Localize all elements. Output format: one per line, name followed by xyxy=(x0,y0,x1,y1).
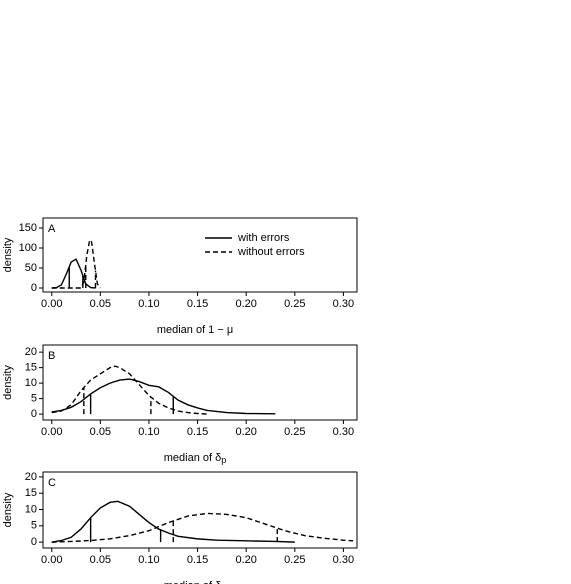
x-tick-label: 0.30 xyxy=(333,554,354,566)
x-axis-label: median of 1 − μ xyxy=(157,324,233,336)
x-label-sub: p xyxy=(221,455,226,465)
y-axis-label: density xyxy=(2,237,14,272)
x-axis-label: median of δd xyxy=(164,580,227,584)
y-tick-label: 5 xyxy=(31,393,37,405)
x-tick-label: 0.15 xyxy=(187,426,208,438)
y-tick-label: 5 xyxy=(31,520,37,532)
density-curve xyxy=(51,512,354,543)
density-curve xyxy=(51,258,96,289)
x-tick-label: 0.15 xyxy=(187,554,208,566)
x-tick-label: 0.25 xyxy=(284,298,305,310)
density-curve xyxy=(51,365,208,415)
legend-label: with errors xyxy=(237,232,290,244)
x-label-text: median of δ xyxy=(164,580,222,584)
y-tick-label: 0 xyxy=(31,408,37,420)
y-tick-label: 100 xyxy=(19,242,37,254)
y-tick-label: 20 xyxy=(25,471,37,483)
y-tick-label: 10 xyxy=(25,503,37,515)
y-tick-label: 15 xyxy=(25,487,37,499)
plot-frame xyxy=(42,217,358,293)
y-axis-label: density xyxy=(2,492,14,527)
x-label-text: median of δ xyxy=(164,452,222,464)
y-tick-label: 20 xyxy=(25,346,37,358)
panel-label: A xyxy=(48,223,56,235)
x-axis-label: median of δp xyxy=(164,452,227,465)
x-tick-label: 0.00 xyxy=(41,298,62,310)
legend-label: without errors xyxy=(237,246,305,258)
y-tick-label: 0 xyxy=(31,536,37,548)
x-tick-label: 0.10 xyxy=(138,298,159,310)
x-tick-label: 0.10 xyxy=(138,554,159,566)
panel-label: C xyxy=(48,477,56,489)
density-curve xyxy=(51,238,101,289)
y-tick-label: 50 xyxy=(25,262,37,274)
x-tick-label: 0.10 xyxy=(138,426,159,438)
density-curve xyxy=(51,500,295,543)
y-tick-label: 0 xyxy=(31,282,37,294)
x-tick-label: 0.15 xyxy=(187,298,208,310)
y-tick-label: 10 xyxy=(25,377,37,389)
panel-label: B xyxy=(48,350,55,362)
x-tick-label: 0.30 xyxy=(333,298,354,310)
x-tick-label: 0.20 xyxy=(235,426,256,438)
y-tick-label: 150 xyxy=(19,222,37,234)
y-tick-label: 15 xyxy=(25,362,37,374)
density-curve xyxy=(51,378,276,415)
x-tick-label: 0.30 xyxy=(333,426,354,438)
x-label-text: median of 1 − μ xyxy=(157,324,233,336)
y-axis-label: density xyxy=(2,365,14,400)
x-tick-label: 0.05 xyxy=(90,298,111,310)
x-tick-label: 0.20 xyxy=(235,554,256,566)
x-tick-label: 0.25 xyxy=(284,554,305,566)
x-tick-label: 0.20 xyxy=(235,298,256,310)
plot-frame xyxy=(42,344,358,421)
x-tick-label: 0.05 xyxy=(90,426,111,438)
x-tick-label: 0.25 xyxy=(284,426,305,438)
x-tick-label: 0.00 xyxy=(41,426,62,438)
x-tick-label: 0.00 xyxy=(41,554,62,566)
x-tick-label: 0.05 xyxy=(90,554,111,566)
